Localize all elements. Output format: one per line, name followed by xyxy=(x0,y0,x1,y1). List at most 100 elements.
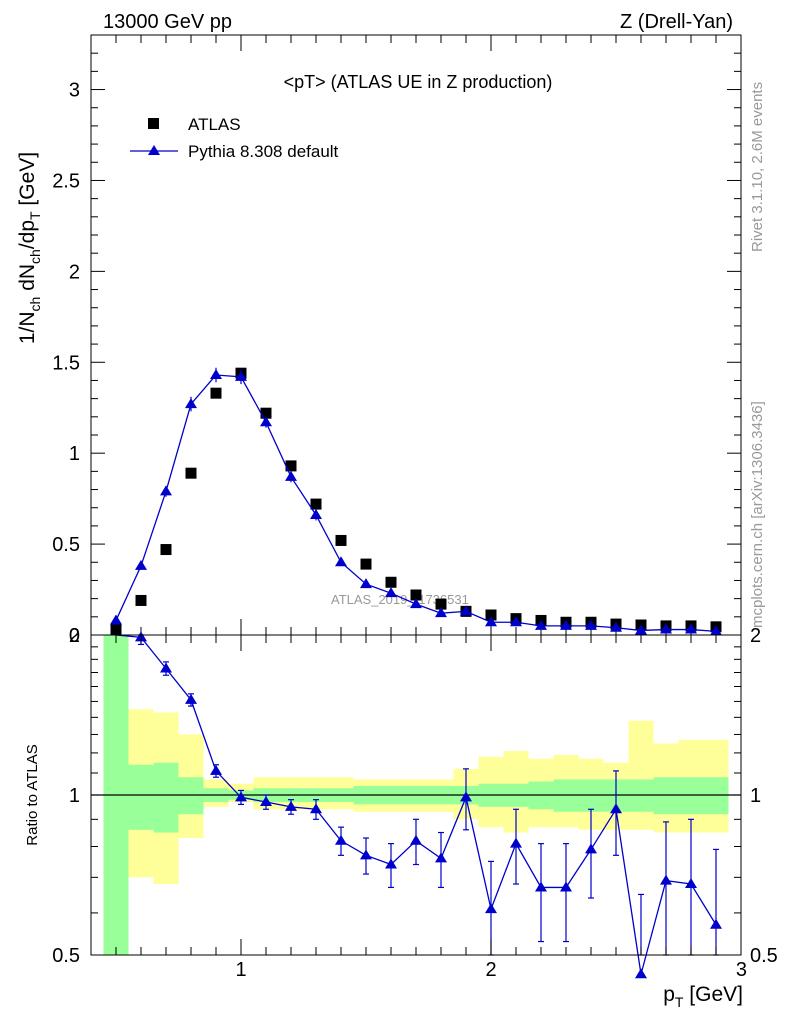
y-tick-label: 1.5 xyxy=(52,352,80,374)
ratio-point xyxy=(210,764,222,775)
ratio-point xyxy=(235,791,247,802)
ratio-point xyxy=(285,800,297,811)
ratio-ticks: 0.5 0.5 1 1 2 2 1 2 3 xyxy=(52,625,778,981)
header-right: Z (Drell-Yan) xyxy=(620,11,733,33)
y-tick-label: 2 xyxy=(69,261,80,283)
pythia-point xyxy=(510,616,522,627)
atlas-point xyxy=(135,594,147,606)
stat-band xyxy=(153,762,179,833)
pythia-point xyxy=(610,621,622,632)
x-tick-label: 3 xyxy=(736,959,747,981)
pythia-point xyxy=(285,470,297,481)
stat-band xyxy=(678,777,704,815)
ratio-point xyxy=(585,843,597,854)
pythia-point xyxy=(235,370,247,381)
y-tick-label: 3 xyxy=(69,80,80,102)
atlas-point xyxy=(185,467,197,479)
ratio-point xyxy=(485,903,497,914)
mcplots-label: mcplots.cern.ch [arXiv:1306.3436] xyxy=(749,401,766,628)
ratio-y-tick-label: 1 xyxy=(69,785,80,807)
stat-band xyxy=(128,764,154,830)
x-axis-label: pT [GeV] xyxy=(663,983,743,1010)
pythia-point xyxy=(685,623,697,634)
pythia-point xyxy=(460,605,472,616)
atlas-point xyxy=(210,387,222,399)
ratio-point xyxy=(310,803,322,814)
atlas-point xyxy=(335,534,347,546)
main-data xyxy=(110,367,722,636)
ratio-data xyxy=(115,631,722,979)
ratio-y-axis-label: Ratio to ATLAS xyxy=(24,744,41,845)
stat-band xyxy=(178,777,204,815)
pythia-point xyxy=(535,619,547,630)
ratio-point xyxy=(435,852,447,863)
pythia-point xyxy=(660,623,672,634)
ratio-point xyxy=(660,874,672,885)
ratio-point xyxy=(710,918,722,929)
stat-band xyxy=(703,777,729,815)
analysis-watermark: ATLAS_2019_I1736531 xyxy=(331,592,469,607)
pythia-point xyxy=(160,485,172,496)
ratio-y-tick-label: 0.5 xyxy=(52,945,80,967)
atlas-point xyxy=(410,589,422,601)
y-tick-label: 1 xyxy=(69,443,80,465)
atlas-point xyxy=(435,598,447,610)
pythia-point xyxy=(185,398,197,409)
pythia-point xyxy=(360,578,372,589)
pythia-point xyxy=(435,607,447,618)
legend-pythia-label: Pythia 8.308 default xyxy=(188,142,339,161)
ratio-point xyxy=(685,878,697,889)
ratio-point xyxy=(410,834,422,845)
atlas-point xyxy=(285,460,297,472)
pythia-point xyxy=(635,624,647,635)
pythia-point xyxy=(585,619,597,630)
ratio-point xyxy=(635,968,647,979)
pythia-point xyxy=(210,369,222,379)
atlas-point xyxy=(160,544,172,556)
pythia-point xyxy=(310,509,322,519)
atlas-point xyxy=(310,498,322,510)
ratio-point xyxy=(185,693,197,704)
pythia-point xyxy=(385,587,397,598)
rivet-label: Rivet 3.1.10, 2.6M events xyxy=(749,82,766,252)
stat-band xyxy=(653,777,679,815)
legend-atlas-marker xyxy=(148,118,159,129)
main-y-ticks: 0 0.5 1 1.5 2 2.5 3 xyxy=(52,35,741,647)
chart-title: <pT> (ATLAS UE in Z production) xyxy=(284,72,553,92)
ratio-point xyxy=(560,881,572,892)
ratio-point xyxy=(335,834,347,845)
ratio-y-tick-label: 2 xyxy=(69,625,80,647)
pythia-point xyxy=(135,559,147,570)
ratio-y-tick-label-right: 2 xyxy=(750,625,761,647)
pythia-point xyxy=(485,616,497,627)
ratio-point xyxy=(260,796,272,807)
ratio-y-tick-label-right: 0.5 xyxy=(750,945,778,967)
header-left: 13000 GeV pp xyxy=(103,11,232,33)
ratio-point xyxy=(610,803,622,814)
ratio-point xyxy=(510,837,522,848)
main-panel: 0 0.5 1 1.5 2 2.5 3 ATLAS_2019_I1736531 <pT> (… xyxy=(16,34,742,647)
uncertainty-bands xyxy=(103,635,729,955)
pythia-point xyxy=(260,416,272,427)
atlas-point xyxy=(260,407,272,419)
x-tick-label: 1 xyxy=(235,959,246,981)
y-tick-label: 2.5 xyxy=(52,170,80,192)
syst-band xyxy=(628,720,654,830)
legend-atlas-label: ATLAS xyxy=(188,115,241,134)
pythia-point xyxy=(710,625,722,636)
ratio-point xyxy=(460,791,472,802)
x-tick-label: 2 xyxy=(485,959,496,981)
atlas-point xyxy=(110,624,122,636)
legend: ATLAS Pythia 8.308 default xyxy=(130,115,339,161)
ratio-panel: 0.5 0.5 1 1 2 2 1 2 3 Ratio to ATLAS pT [GeV] xyxy=(24,625,778,1010)
pythia-point xyxy=(335,556,347,567)
ratio-point xyxy=(160,662,172,673)
ratio-point xyxy=(535,881,547,892)
main-y-axis-label: 1/Nch dNch/dpT [GeV] xyxy=(16,152,43,344)
ratio-point xyxy=(360,849,372,860)
y-tick-label: 0.5 xyxy=(52,534,80,556)
atlas-point xyxy=(360,558,372,570)
atlas-point xyxy=(485,609,497,621)
atlas-point xyxy=(385,576,397,588)
